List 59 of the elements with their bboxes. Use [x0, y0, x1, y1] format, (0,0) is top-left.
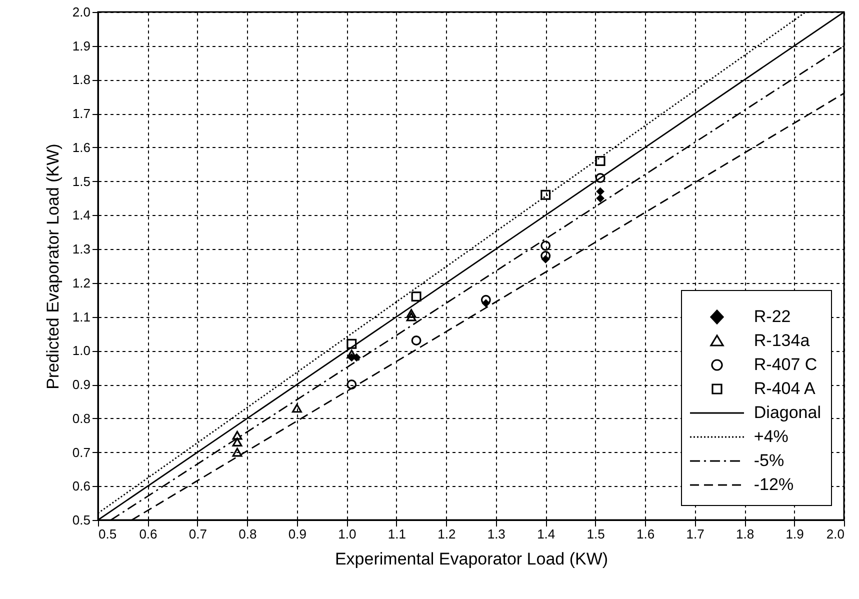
y-tick-label: 1.5 [72, 174, 90, 189]
x-tick-label: 1.7 [686, 526, 704, 542]
x-tick-label: 1.5 [586, 526, 605, 542]
y-tick-label: 1.1 [72, 309, 90, 324]
y-tick-label: 0.6 [72, 478, 90, 494]
point [596, 194, 604, 202]
point [540, 190, 551, 200]
x-tick-label: 2.0 [826, 526, 844, 542]
y-tick-label: 1.9 [72, 38, 90, 54]
y-tick-label: 0.7 [72, 444, 90, 460]
point [346, 380, 357, 390]
x-tick-label: 1.3 [487, 526, 506, 542]
y-tick-label: 1.4 [72, 208, 90, 223]
y-tick-label: 2.0 [72, 4, 90, 20]
x-tick-label: 0.8 [238, 526, 257, 542]
point [232, 430, 242, 440]
point [406, 312, 416, 322]
legend-label: R-407 C [754, 355, 818, 375]
x-tick-label: 1.0 [338, 526, 356, 542]
legend-label: -12% [754, 475, 794, 495]
point [406, 308, 416, 318]
y-tick-label: 1.8 [72, 72, 90, 88]
x-tick-label: 0.9 [288, 526, 306, 542]
legend-label: -5% [754, 451, 784, 471]
point [411, 336, 422, 346]
x-tick-label: 1.1 [388, 526, 406, 542]
y-tick-label: 1.0 [72, 343, 90, 358]
point [595, 156, 606, 166]
legend-label: R-22 [754, 307, 791, 327]
point [232, 448, 242, 457]
point [292, 404, 302, 413]
x-tick-label: 1.2 [438, 526, 456, 542]
y-tick-label: 1.3 [72, 242, 90, 257]
legend-label: +4% [754, 427, 788, 447]
y-tick-label: 0.9 [72, 377, 90, 392]
x-tick-label: 0.6 [139, 526, 158, 542]
legend-label: Diagonal [754, 403, 821, 423]
x-tick-label: 1.4 [537, 526, 556, 542]
x-tick-label: 1.8 [736, 526, 754, 542]
y-tick-label: 0.8 [72, 410, 90, 426]
point [595, 172, 606, 183]
y-tick-label: 1.6 [72, 140, 90, 155]
y-tick-label: 0.5 [72, 512, 90, 528]
point [540, 240, 551, 251]
y-tick-label: 1.7 [72, 106, 90, 122]
legend-label: R-134a [754, 331, 810, 351]
point [411, 291, 422, 302]
point [596, 187, 604, 196]
point [346, 350, 357, 358]
y-axis-title: Predicted Evaporator Load (KW) [43, 144, 62, 390]
y-tick-label: 1.2 [72, 275, 90, 290]
x-axis-title: Experimental Evaporator Load (KW) [334, 550, 608, 568]
point [346, 338, 357, 349]
legend-label: R-404 A [754, 379, 816, 399]
x-tick-label: 1.6 [636, 526, 655, 542]
x-tick-label: 0.7 [188, 526, 208, 542]
point [232, 438, 242, 447]
x-tick-label: 1.9 [786, 526, 804, 542]
x-tick-label: 0.5 [98, 526, 117, 542]
